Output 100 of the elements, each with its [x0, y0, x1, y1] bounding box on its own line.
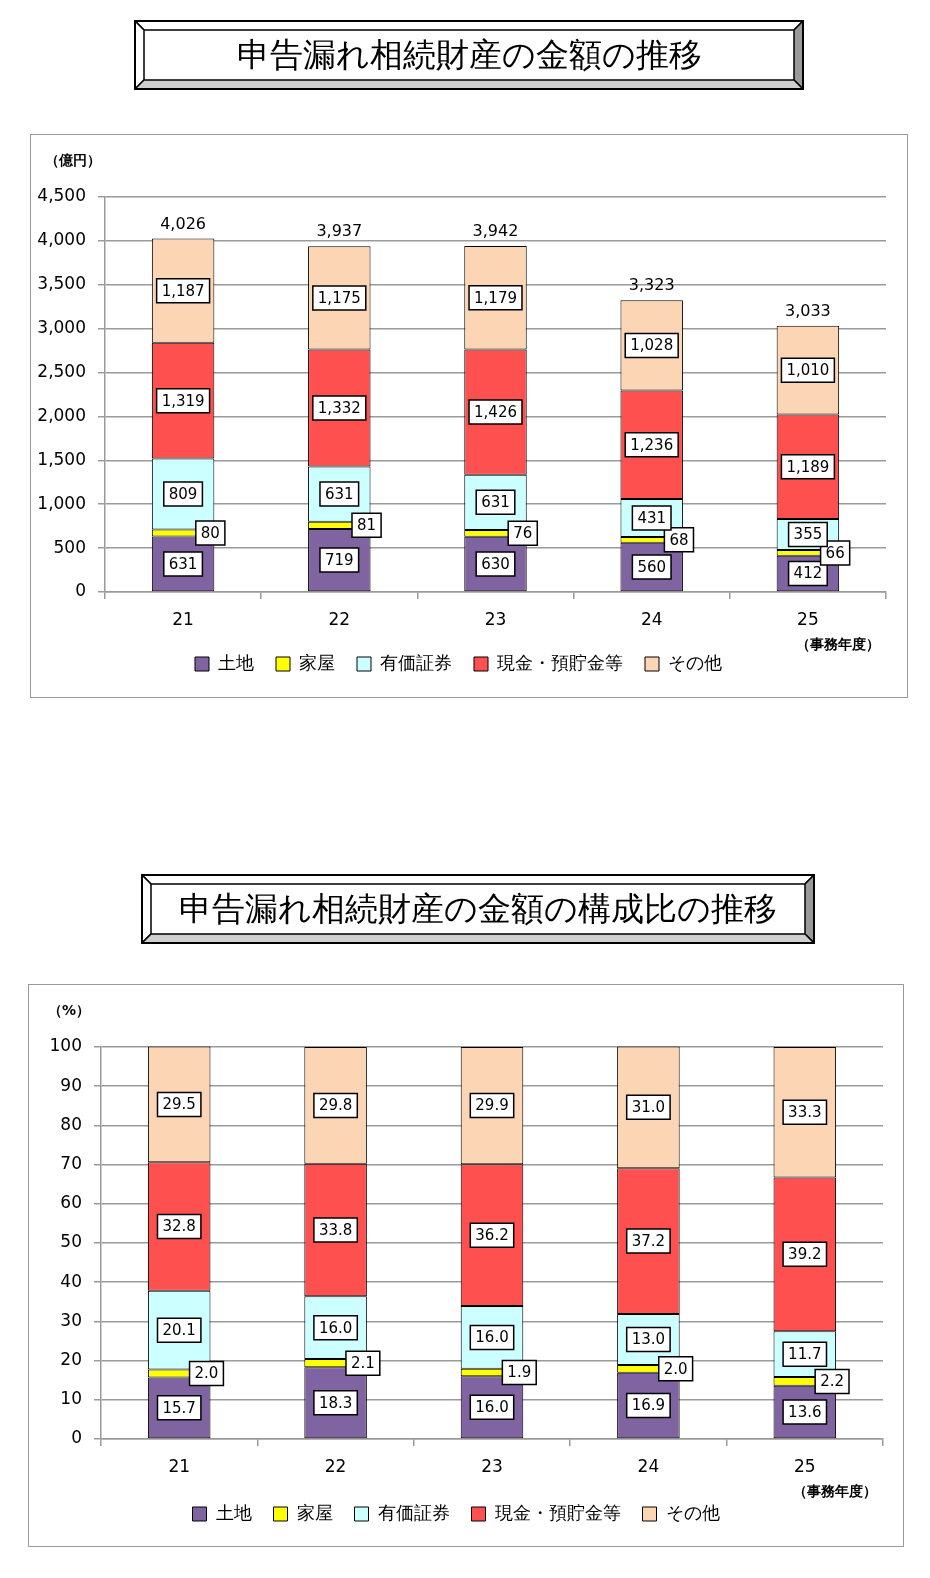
data-label: 560: [637, 557, 667, 576]
data-label: 431: [637, 508, 667, 527]
legend-label: その他: [665, 1501, 720, 1523]
data-label: 631: [481, 493, 510, 512]
data-label: 2.2: [820, 1372, 845, 1391]
data-label: 2.0: [194, 1364, 219, 1383]
y-tick-label: 90: [60, 1074, 82, 1095]
y-tick-label: 0: [71, 1427, 82, 1448]
data-label: 37.2: [631, 1231, 666, 1250]
data-label: 631: [168, 554, 198, 573]
y-tick-label: 4,000: [37, 229, 86, 250]
data-label: 1.9: [507, 1363, 532, 1382]
data-label: 1,187: [161, 281, 205, 300]
data-label: 412: [793, 564, 823, 583]
data-label: 36.2: [475, 1226, 509, 1245]
data-label: 1,028: [630, 336, 674, 355]
data-label: 33.3: [788, 1103, 822, 1122]
y-tick-label: 10: [60, 1388, 82, 1409]
total-label: 4,026: [160, 213, 207, 233]
data-label: 2.0: [663, 1359, 688, 1378]
y-tick-label: 60: [60, 1192, 82, 1213]
data-label: 1,319: [161, 391, 205, 410]
data-label: 719: [324, 550, 354, 569]
data-label: 631: [324, 484, 354, 503]
data-label: 16.0: [475, 1398, 509, 1417]
y-tick-label: 3,000: [37, 317, 86, 338]
legend-label: 現金・預貯金等: [497, 651, 623, 673]
y-axis-title: （%）: [47, 1001, 91, 1018]
data-label: 13.6: [788, 1402, 822, 1421]
data-label: 13.0: [631, 1330, 666, 1349]
data-label: 809: [168, 484, 198, 503]
data-label: 31.0: [631, 1098, 666, 1117]
data-label: 81: [356, 516, 377, 535]
x-tick-label: 25: [793, 1455, 816, 1476]
x-tick-label: 24: [637, 1455, 660, 1476]
y-axis-title: （億円）: [45, 151, 101, 168]
data-label: 16.0: [475, 1328, 509, 1347]
data-label: 29.5: [162, 1095, 196, 1114]
y-tick-label: 40: [60, 1270, 82, 1291]
data-label: 20.1: [162, 1321, 196, 1340]
y-tick-label: 1,000: [37, 492, 86, 513]
data-label: 630: [481, 554, 510, 573]
data-label: 80: [200, 523, 220, 542]
legend-label: 家屋: [296, 1501, 333, 1523]
x-tick-label: 23: [484, 608, 507, 629]
data-label: 1,236: [630, 435, 674, 454]
legend-label: 土地: [218, 651, 254, 673]
x-axis-title: （事務年度）: [793, 1482, 877, 1499]
y-tick-label: 2,000: [37, 404, 86, 425]
data-label: 29.9: [475, 1096, 509, 1115]
legend-label: その他: [668, 651, 722, 673]
legend-label: 土地: [215, 1501, 252, 1523]
y-tick-label: 500: [53, 536, 86, 557]
chart-title: 申告漏れ相続財産の金額の推移: [236, 35, 702, 75]
data-label: 1,332: [317, 398, 361, 417]
data-label: 76: [513, 524, 533, 543]
data-label: 18.3: [318, 1393, 353, 1412]
chart-title: 申告漏れ相続財産の金額の構成比の推移: [179, 889, 777, 929]
data-label: 29.8: [318, 1096, 353, 1115]
y-tick-label: 30: [60, 1309, 82, 1330]
y-tick-label: 70: [60, 1153, 82, 1174]
x-tick-label: 25: [797, 608, 819, 629]
x-axis-title: （事務年度）: [796, 635, 880, 652]
total-label: 3,937: [316, 221, 363, 241]
data-label: 16.0: [318, 1318, 353, 1337]
legend-label: 有価証券: [380, 651, 452, 673]
total-label: 3,942: [472, 221, 519, 241]
y-tick-label: 80: [60, 1113, 82, 1134]
x-tick-label: 22: [324, 1455, 347, 1476]
x-tick-label: 23: [481, 1455, 503, 1476]
x-tick-label: 21: [172, 608, 194, 629]
data-label: 15.7: [162, 1398, 196, 1417]
data-label: 1,179: [474, 288, 517, 307]
x-tick-label: 24: [640, 608, 663, 629]
data-label: 32.8: [162, 1217, 196, 1236]
data-label: 355: [793, 525, 823, 544]
x-tick-label: 21: [168, 1455, 191, 1476]
y-tick-label: 3,500: [37, 273, 86, 294]
x-tick-label: 22: [328, 608, 351, 629]
total-label: 3,323: [628, 275, 675, 295]
y-tick-label: 50: [60, 1231, 82, 1252]
data-label: 11.7: [788, 1345, 822, 1364]
legend-label: 有価証券: [377, 1501, 450, 1523]
data-label: 33.8: [318, 1220, 353, 1239]
legend-label: 現金・預貯金等: [494, 1501, 621, 1523]
y-tick-label: 1,500: [37, 448, 86, 469]
data-label: 66: [825, 543, 845, 562]
data-label: 1,189: [786, 457, 830, 476]
data-label: 39.2: [788, 1245, 822, 1264]
data-label: 2.1: [350, 1354, 375, 1373]
y-tick-label: 0: [75, 580, 86, 601]
y-tick-label: 100: [49, 1035, 82, 1056]
data-label: 1,175: [317, 288, 361, 307]
y-tick-label: 4,500: [37, 185, 86, 206]
data-label: 16.9: [631, 1396, 666, 1415]
data-label: 1,010: [786, 361, 830, 380]
y-tick-label: 2,500: [37, 360, 86, 381]
total-label: 3,033: [784, 301, 831, 321]
data-label: 68: [669, 530, 689, 549]
y-tick-label: 20: [60, 1349, 82, 1370]
